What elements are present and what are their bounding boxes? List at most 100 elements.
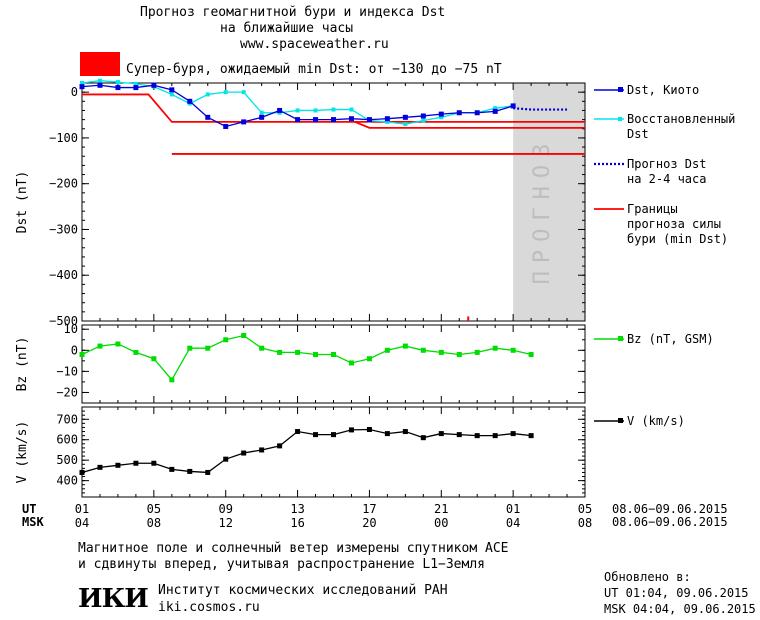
- dst-kyoto-point: [133, 85, 139, 91]
- msk-tick-label: 04: [75, 516, 89, 530]
- v-point: [438, 431, 444, 437]
- updated-label: Обновлено в:: [604, 570, 691, 584]
- ut-tick-label: 05: [147, 502, 161, 516]
- bz-point: [223, 337, 229, 343]
- bz-point: [366, 356, 372, 362]
- dst-kyoto-point: [510, 103, 516, 109]
- dst-kyoto-point: [187, 98, 193, 104]
- bz-point: [97, 343, 103, 349]
- legend-bounds-label-3: бури (min Dst): [627, 232, 729, 246]
- dst-reconstructed-point: [80, 81, 84, 85]
- bz-point: [79, 352, 85, 358]
- msk-tick-label: 04: [506, 516, 520, 530]
- bz-ytick-label: −20: [56, 385, 78, 399]
- v-point: [115, 462, 121, 468]
- dst-kyoto-point: [313, 117, 319, 123]
- dst-reconstructed-point: [385, 119, 390, 124]
- updated-msk: MSK 04:04, 09.06.2015: [604, 602, 756, 616]
- source-url: www.spaceweather.ru: [240, 37, 389, 52]
- v-point: [402, 429, 408, 435]
- dst-kyoto-point: [295, 117, 301, 123]
- v-point: [151, 460, 157, 466]
- dst-kyoto-point: [438, 111, 444, 117]
- ut-date-range: 08.06−09.06.2015: [612, 502, 728, 516]
- storm-indicator-box: [80, 52, 120, 76]
- storm-bound-line: [354, 121, 585, 129]
- v-point: [313, 432, 319, 438]
- bz-point: [205, 345, 211, 351]
- bz-point: [169, 377, 175, 383]
- dst-reconstructed-point: [169, 92, 174, 97]
- dst-ytick-label: −500: [49, 314, 78, 328]
- bz-point: [277, 349, 283, 355]
- msk-date-range: 08.06−09.06.2015: [612, 515, 728, 529]
- forecast-band-label: ПРОГНОЗ: [530, 136, 555, 285]
- legend-dst-rec-label-2: Dst: [627, 127, 649, 141]
- bz-point: [528, 352, 534, 358]
- dst-reconstructed-point: [331, 107, 336, 112]
- dst-kyoto-point: [79, 84, 85, 90]
- dst-ytick-label: −400: [49, 268, 78, 282]
- v-point: [187, 468, 193, 474]
- dst-ytick-label: −100: [49, 131, 78, 145]
- msk-tick-label: 08: [147, 516, 161, 530]
- dst-reconstructed-point: [421, 118, 426, 123]
- v-point: [241, 450, 247, 456]
- bz-point: [438, 349, 444, 355]
- dst-kyoto-point: [169, 87, 175, 93]
- dst-kyoto-point: [384, 116, 390, 122]
- legend-dst-label: Dst, Киото: [627, 83, 700, 97]
- legend-bz-label: Bz (nT, GSM): [627, 332, 714, 346]
- v-point: [420, 435, 426, 441]
- storm-status-label: Супер-буря, ожидаемый min Dst: от −130 д…: [126, 62, 502, 77]
- ut-tick-label: 01: [506, 502, 520, 516]
- ut-tick-label: 05: [578, 502, 592, 516]
- v-point: [277, 443, 283, 449]
- institute-site: iki.cosmos.ru: [158, 600, 260, 615]
- bz-point: [492, 345, 498, 351]
- bz-point: [151, 356, 157, 362]
- bz-point: [295, 349, 301, 355]
- legend-dst-marker: [618, 87, 623, 92]
- msk-tick-label: 16: [290, 516, 304, 530]
- legend-dst-rec-label-1: Восстановленный: [627, 112, 736, 126]
- dst-kyoto-point: [331, 117, 336, 123]
- msk-axis-label: MSK: [22, 515, 44, 529]
- institute-name: Институт космических исследований РАН: [158, 583, 448, 598]
- bz-point: [331, 352, 336, 358]
- dst-reconstructed-point: [97, 78, 102, 83]
- ut-tick-label: 09: [218, 502, 232, 516]
- dst-reconstructed-point: [205, 92, 210, 97]
- chart-title-line2: на ближайшие часы: [220, 21, 354, 36]
- v-ytick-label: 700: [56, 412, 78, 426]
- v-ytick-label: 600: [56, 433, 78, 447]
- legend-bz-marker: [618, 336, 623, 341]
- v-point: [79, 469, 85, 475]
- v-point: [528, 433, 534, 439]
- v-point: [456, 432, 462, 438]
- bz-panel-frame: [81, 324, 586, 404]
- bz-point: [133, 349, 139, 355]
- dst-kyoto-point: [366, 117, 372, 123]
- dst-reconstructed-point: [439, 115, 444, 120]
- dst-ytick-label: −200: [49, 177, 78, 191]
- bz-point: [313, 352, 319, 358]
- ut-tick-label: 13: [290, 502, 304, 516]
- v-point: [331, 432, 336, 438]
- legend-v-marker: [618, 418, 623, 423]
- ut-tick-label: 01: [75, 502, 89, 516]
- dst-reconstructed-point: [223, 90, 228, 95]
- v-point: [492, 433, 498, 439]
- v-panel-frame: [81, 406, 586, 498]
- legend-dst-rec-marker: [618, 117, 622, 121]
- bz-ytick-label: 0: [71, 343, 78, 357]
- updated-ut: UT 01:04, 09.06.2015: [604, 586, 749, 600]
- v-point: [133, 460, 139, 466]
- v-point: [97, 464, 103, 470]
- msk-tick-label: 20: [362, 516, 376, 530]
- msk-tick-label: 00: [434, 516, 448, 530]
- storm-bound-line: [82, 93, 585, 123]
- dst-kyoto-point: [474, 110, 480, 116]
- v-point: [169, 466, 175, 472]
- dst-kyoto-point: [115, 85, 121, 91]
